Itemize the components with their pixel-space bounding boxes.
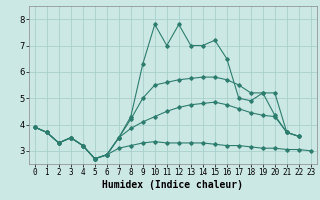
X-axis label: Humidex (Indice chaleur): Humidex (Indice chaleur) xyxy=(102,180,243,190)
